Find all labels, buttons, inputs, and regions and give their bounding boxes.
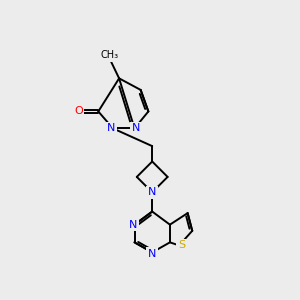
Text: N: N bbox=[132, 123, 140, 134]
Text: CH₃: CH₃ bbox=[101, 50, 119, 60]
Text: N: N bbox=[129, 220, 137, 230]
Text: N: N bbox=[148, 249, 156, 259]
Text: S: S bbox=[178, 240, 185, 250]
Text: O: O bbox=[74, 106, 83, 116]
Text: N: N bbox=[148, 187, 156, 197]
Text: N: N bbox=[107, 123, 116, 134]
